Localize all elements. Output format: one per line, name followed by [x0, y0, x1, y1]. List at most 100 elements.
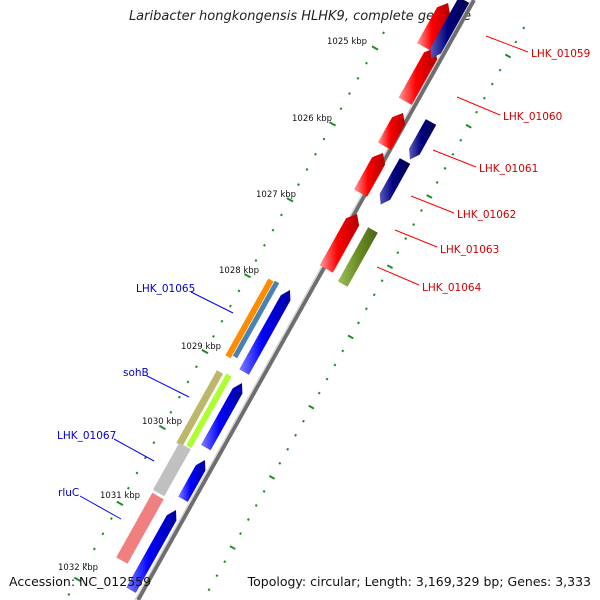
- outer-dotted-track: [207, 26, 526, 592]
- dotted-tick: [412, 223, 415, 226]
- dotted-tick: [333, 363, 337, 367]
- gene-bar-orange[interactable]: [225, 278, 274, 359]
- dotted-tick: [459, 138, 463, 142]
- kbp-tick: [365, 61, 368, 65]
- kbp-tick: [92, 547, 96, 551]
- gene-arrow-navy[interactable]: [379, 158, 411, 205]
- dotted-tick: [341, 349, 345, 353]
- dotted-tick: [364, 307, 368, 311]
- gene-bar-greenyellow[interactable]: [186, 373, 232, 449]
- kbp-tick: [339, 107, 343, 111]
- dotted-tick: [294, 433, 297, 437]
- sequence-backbone: [134, 0, 476, 600]
- gene-label-lhk-01064[interactable]: LHK_01064: [422, 282, 482, 294]
- kbp-tick: [280, 213, 283, 217]
- gene-label-lhk-01060[interactable]: LHK_01060: [503, 111, 562, 123]
- kbp-tick: [169, 410, 173, 414]
- kbp-tick: [229, 304, 232, 308]
- dotted-tick: [286, 447, 290, 451]
- dotted-tick: [465, 123, 472, 129]
- kbp-tick: [152, 441, 156, 445]
- dotted-tick: [522, 26, 526, 30]
- dotted-tick: [254, 504, 258, 507]
- features-left-group: [116, 278, 291, 593]
- gene-arrow-red[interactable]: [377, 113, 406, 150]
- gene-arrow-red[interactable]: [319, 214, 360, 273]
- kbp-tick: [126, 486, 130, 490]
- kbp-tick: [67, 593, 71, 596]
- kbp-tick: [314, 152, 317, 156]
- gene-arrow-red[interactable]: [417, 3, 451, 51]
- kbp-tick: [212, 334, 215, 338]
- dotted-tick: [426, 194, 433, 199]
- dotted-tick: [386, 264, 394, 270]
- kbp-tick: [382, 31, 385, 35]
- dotted-tick: [404, 237, 408, 241]
- kbp-label: 1030 kbp: [142, 417, 182, 427]
- gene-bar-steelblue[interactable]: [232, 280, 280, 359]
- gene-bar-pink[interactable]: [116, 492, 164, 564]
- leader-lines-right: [376, 35, 529, 286]
- kbp-tick: [254, 259, 258, 262]
- dotted-tick: [380, 279, 384, 283]
- gene-bar-olive[interactable]: [337, 227, 378, 287]
- gene-label-lhk-01067[interactable]: LHK_01067: [57, 430, 116, 442]
- dotted-tick: [347, 334, 354, 340]
- dotted-tick: [262, 489, 266, 493]
- kbp-tick: [263, 243, 266, 247]
- dotted-tick: [372, 293, 376, 297]
- dotted-tick: [490, 82, 494, 86]
- gene-bar-khaki[interactable]: [176, 370, 224, 447]
- dotted-tick: [268, 475, 276, 480]
- gene-arrow-blue[interactable]: [178, 460, 206, 502]
- dotted-tick: [420, 209, 423, 212]
- dotted-tick: [246, 518, 250, 521]
- dotted-tick: [396, 251, 400, 255]
- topology-text: Topology: circular; Length: 3,169,329 bp…: [247, 574, 591, 589]
- kbp-tick: [178, 395, 181, 399]
- gene-label-lhk-01065[interactable]: LHK_01065: [136, 283, 195, 295]
- kbp-tick: [371, 45, 379, 51]
- gene-label-lhk-01063[interactable]: LHK_01063: [440, 244, 499, 256]
- dotted-tick: [317, 391, 321, 395]
- dotted-tick: [207, 588, 211, 592]
- dotted-tick: [278, 461, 282, 465]
- gene-arrow-red[interactable]: [354, 153, 386, 197]
- gene-label-lhk-01062[interactable]: LHK_01062: [457, 209, 516, 221]
- kbp-tick: [322, 137, 326, 141]
- map-title: Laribacter hongkongensis HLHK9, complete…: [128, 9, 472, 24]
- dotted-tick: [504, 53, 512, 59]
- gene-label-lhk-01059[interactable]: LHK_01059: [531, 48, 590, 60]
- dotted-tick: [239, 532, 242, 536]
- kbp-tick: [305, 167, 309, 171]
- kbp-tick: [328, 121, 337, 127]
- dotted-tick: [475, 110, 478, 114]
- kbp-tick: [116, 500, 124, 506]
- kbp-tick: [109, 517, 113, 521]
- gene-arrow-navy[interactable]: [409, 119, 437, 160]
- kbp-tick: [143, 456, 147, 460]
- dotted-tick: [498, 68, 502, 72]
- kbp-tick: [271, 228, 275, 232]
- dotted-tick: [482, 96, 486, 100]
- gene-arrow-blue[interactable]: [239, 290, 291, 375]
- kbp-tick: [158, 424, 166, 431]
- dotted-tick: [215, 574, 219, 578]
- dotted-tick: [514, 40, 518, 44]
- kbp-tick: [186, 380, 190, 384]
- dotted-tick: [325, 377, 329, 381]
- kbp-tick: [356, 76, 360, 80]
- gene-arrow-navy[interactable]: [430, 0, 470, 59]
- gene-arrow-blue[interactable]: [201, 383, 243, 451]
- gene-label-sohb[interactable]: sohB: [123, 367, 149, 379]
- dotted-tick: [357, 321, 360, 325]
- kbp-tick: [201, 349, 209, 355]
- gene-label-lhk-01061[interactable]: LHK_01061: [479, 163, 538, 175]
- gene-label-rluc[interactable]: rluC: [58, 487, 79, 499]
- gene-arrow-red[interactable]: [398, 48, 438, 105]
- gene-bar-silver[interactable]: [152, 442, 191, 497]
- gene-arrow-blue[interactable]: [126, 510, 177, 593]
- kbp-tick: [84, 562, 88, 566]
- kbp-tick: [195, 365, 198, 369]
